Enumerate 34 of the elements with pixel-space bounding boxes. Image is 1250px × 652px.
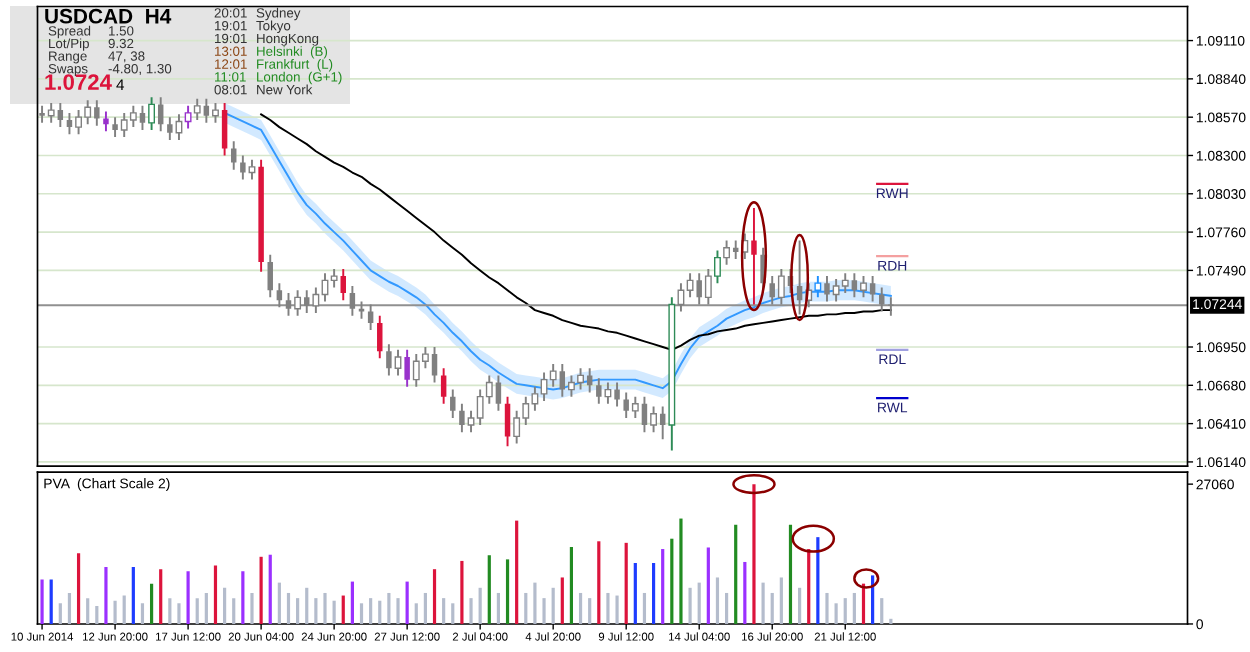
candlestick	[377, 314, 383, 360]
candlestick	[631, 395, 639, 419]
candlestick	[340, 268, 346, 302]
candlestick	[312, 286, 320, 314]
candlestick	[103, 110, 109, 133]
candlestick	[157, 96, 164, 133]
candlestick	[777, 268, 785, 306]
candlestick	[888, 296, 894, 317]
candlestick	[513, 409, 521, 445]
candlestick	[193, 97, 201, 121]
candlestick	[650, 405, 658, 434]
candlestick	[404, 348, 410, 388]
candlestick	[751, 207, 757, 306]
candlestick	[860, 275, 867, 299]
candlestick	[440, 367, 447, 405]
candlestick	[549, 363, 557, 388]
candlestick	[267, 253, 273, 299]
candlestick	[129, 104, 137, 129]
candlestick	[230, 140, 237, 171]
candlestick	[212, 102, 219, 124]
candlestick	[450, 388, 456, 419]
candlestick	[841, 272, 849, 295]
chart-title: USDCAD H4	[45, 8, 172, 24]
candlestick	[47, 102, 55, 124]
candlestick	[686, 272, 694, 299]
candlestick	[294, 289, 302, 317]
candlestick	[148, 96, 156, 131]
candlestick	[276, 282, 283, 309]
candlestick	[221, 102, 228, 157]
annotation: 1.0724	[45, 74, 112, 90]
candlestick	[394, 348, 402, 377]
candlestick	[75, 109, 83, 136]
candlestick	[330, 268, 338, 289]
candlestick	[349, 285, 356, 317]
